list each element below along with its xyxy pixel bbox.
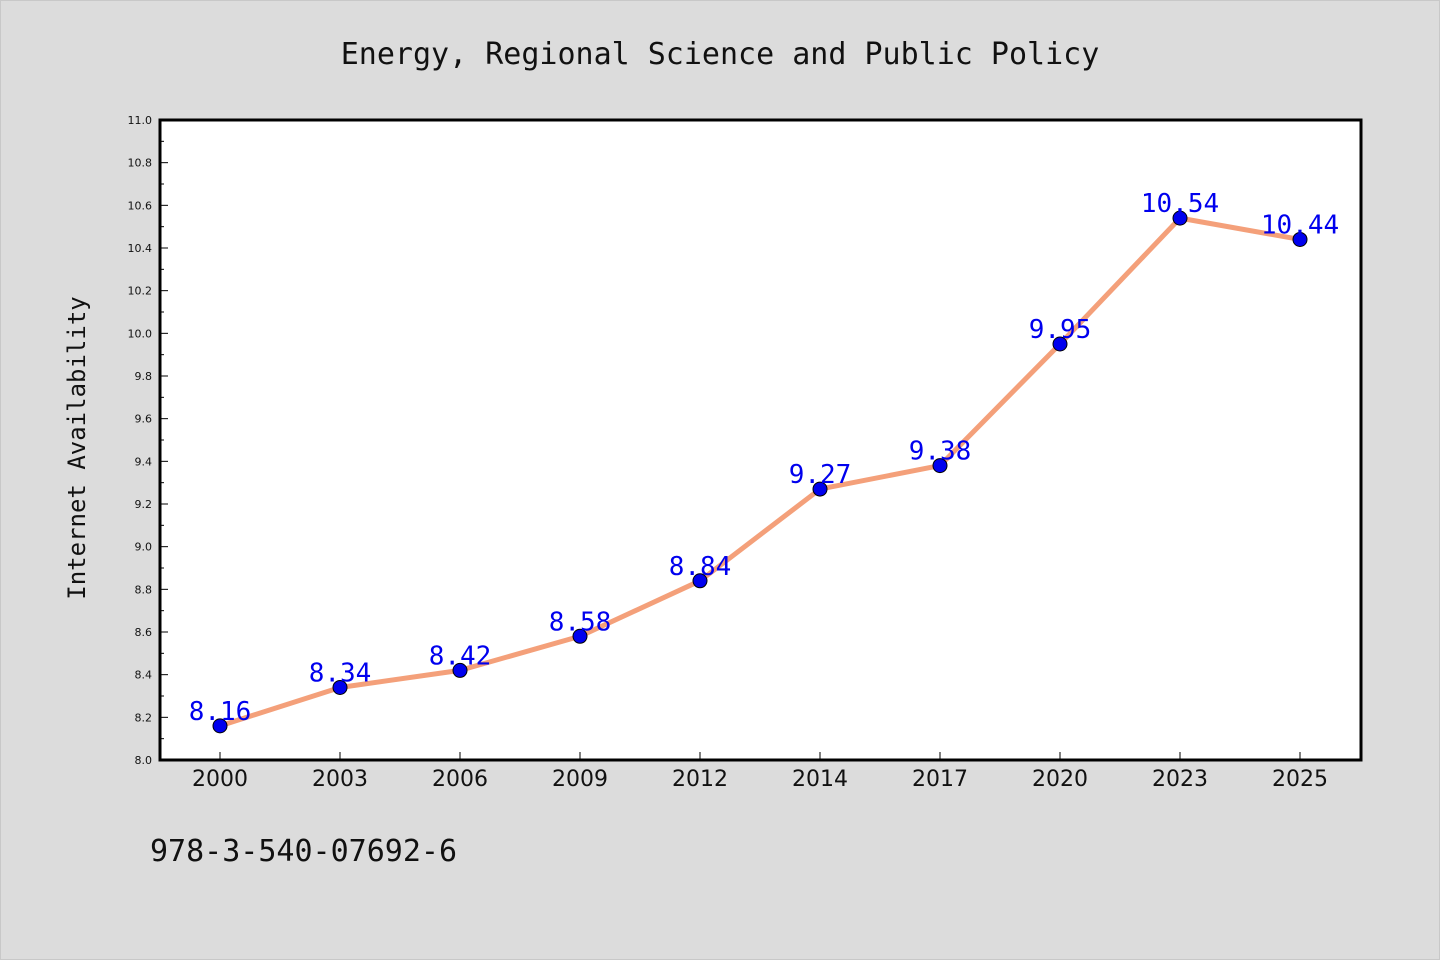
y-axis-label: Internet Availability	[63, 296, 91, 599]
data-point	[1052, 336, 1068, 352]
series-line	[217, 215, 1303, 729]
data-point	[572, 628, 588, 644]
data-point	[332, 679, 348, 695]
x-tick-label: 2006	[432, 767, 488, 792]
x-tick-label: 2025	[1272, 767, 1328, 792]
y-tick-label: 9.0	[135, 541, 153, 554]
data-markers	[212, 210, 1308, 734]
x-tick-label: 2017	[912, 767, 968, 792]
data-point	[692, 573, 708, 589]
data-label: 8.84	[669, 552, 732, 582]
data-label: 9.27	[789, 460, 852, 490]
data-label: 9.95	[1029, 315, 1092, 345]
y-tick-label: 8.2	[135, 711, 153, 724]
data-label: 8.16	[189, 697, 252, 727]
x-tick-label: 2003	[312, 767, 368, 792]
data-label: 10.44	[1261, 210, 1339, 240]
x-tick-label: 2000	[192, 767, 248, 792]
y-tick-label: 8.8	[135, 583, 153, 596]
isbn-text: 978-3-540-07692-6	[150, 834, 458, 869]
data-point	[812, 481, 828, 497]
y-tick-label: 9.4	[135, 455, 153, 468]
data-point	[452, 662, 468, 678]
data-label: 8.58	[549, 607, 612, 637]
y-tick-label: 10.0	[128, 327, 153, 340]
y-tick-label: 8.0	[135, 754, 153, 767]
x-tick-label: 2012	[672, 767, 728, 792]
data-point	[1292, 231, 1308, 247]
y-tick-label: 10.4	[128, 242, 153, 255]
x-tick-label: 2020	[1032, 767, 1088, 792]
x-tick-label: 2009	[552, 767, 608, 792]
y-tick-label: 10.6	[128, 199, 153, 212]
plot-area	[158, 118, 1363, 762]
y-tick-label: 10.8	[128, 157, 153, 170]
x-tick-label: 2023	[1152, 767, 1208, 792]
y-tick-label: 9.8	[135, 370, 153, 383]
y-tick-label: 11.0	[128, 114, 153, 127]
data-point	[1172, 210, 1188, 226]
y-tick-label: 9.6	[135, 413, 153, 426]
data-labels: 8.16 8.34 8.42 8.58 8.84 9.27 9.38 9.95 10.54 10.…	[189, 189, 1339, 727]
y-tick-label: 9.2	[135, 498, 153, 511]
y-tick-label: 10.2	[128, 285, 153, 298]
chart-title: Energy, Regional Science and Public Poli…	[341, 37, 1100, 72]
y-axis-ticks: 8.0 8.2 8.4 8.6 8.8 9.0 9.2 9.4 9.6 9.8 10.0 10.2 10…	[128, 114, 168, 767]
data-label: 8.42	[429, 641, 492, 671]
data-label: 10.54	[1141, 189, 1219, 219]
y-tick-label: 8.4	[135, 669, 153, 682]
data-label: 9.38	[909, 437, 972, 467]
data-point	[932, 458, 948, 474]
data-point	[212, 718, 228, 734]
x-axis-ticks: 2000 2003 2006 2009 2012 2014 2017 2020 2023 2025	[192, 752, 1328, 792]
y-tick-label: 8.6	[135, 626, 153, 639]
x-tick-label: 2014	[792, 767, 848, 792]
data-label: 8.34	[309, 658, 372, 688]
